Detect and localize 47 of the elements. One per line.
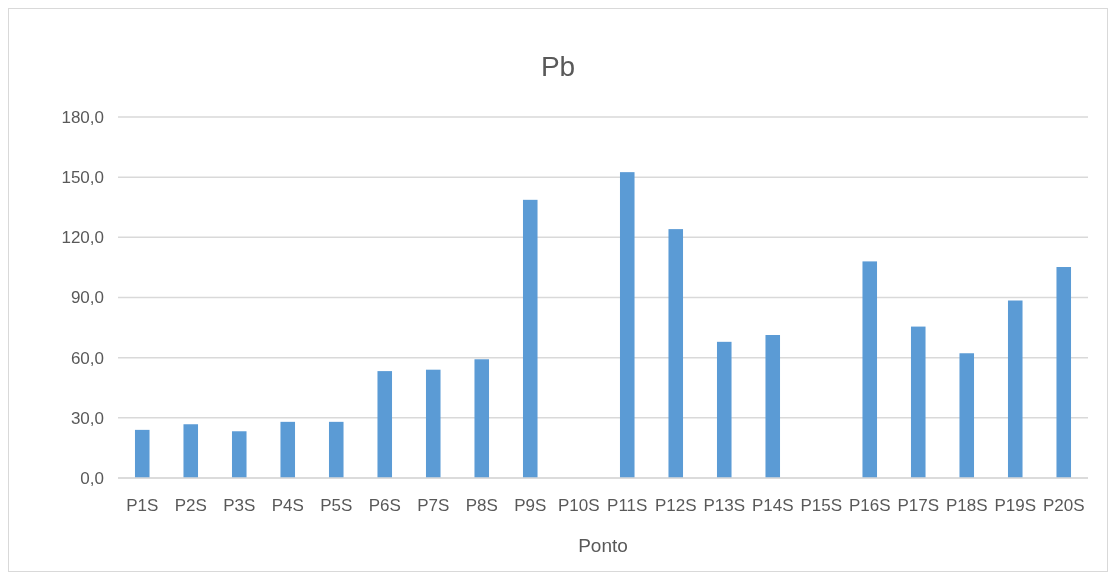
y-tick-label: 90,0 (70, 288, 104, 308)
x-tick-label: P15S (800, 496, 843, 515)
bar (134, 429, 150, 478)
y-tick-label: 30,0 (70, 408, 104, 428)
bar (474, 359, 490, 478)
x-tick-label: P18S (945, 496, 988, 515)
bar (1056, 267, 1072, 478)
x-tick-label: P9S (514, 496, 547, 515)
x-tick-label: P20S (1042, 496, 1085, 515)
x-axis-title: Ponto (578, 535, 628, 556)
y-tick-label: 120,0 (61, 228, 104, 248)
x-tick-label: P11S (607, 496, 648, 515)
bar (231, 431, 247, 478)
bar (328, 421, 344, 478)
x-tick-label: P5S (320, 496, 353, 515)
bar (183, 424, 199, 478)
x-tick-label: P14S (751, 496, 794, 515)
x-tick-label: P10S (557, 496, 600, 515)
bar (716, 341, 732, 478)
bar (668, 229, 684, 478)
y-tick-label: 150,0 (61, 168, 104, 188)
x-tick-label: P3S (223, 496, 256, 515)
bar (425, 369, 441, 478)
x-tick-label: P17S (897, 496, 940, 515)
x-tick-label: P1S (126, 496, 159, 515)
x-tick-label: P4S (271, 496, 304, 515)
x-tick-label: P12S (654, 496, 697, 515)
bar (959, 353, 975, 478)
bar (522, 199, 538, 478)
y-tick-label: 0,0 (80, 468, 104, 488)
x-tick-label: P16S (848, 496, 891, 515)
x-tick-label: P13S (703, 496, 746, 515)
x-tick-label: P2S (174, 496, 207, 515)
bar (377, 371, 393, 478)
bar (1007, 300, 1023, 478)
x-tick-label: P6S (368, 496, 401, 515)
x-tick-label: P8S (465, 496, 498, 515)
bar (619, 172, 635, 478)
chart-title: Pb (540, 51, 576, 82)
bar (280, 421, 296, 478)
bar (910, 326, 926, 478)
bar (862, 261, 878, 478)
bar (765, 335, 781, 478)
y-tick-label: 60,0 (70, 348, 104, 368)
x-tick-label: P7S (417, 496, 450, 515)
x-tick-label: P19S (994, 496, 1037, 515)
y-tick-label: 180,0 (61, 107, 104, 127)
